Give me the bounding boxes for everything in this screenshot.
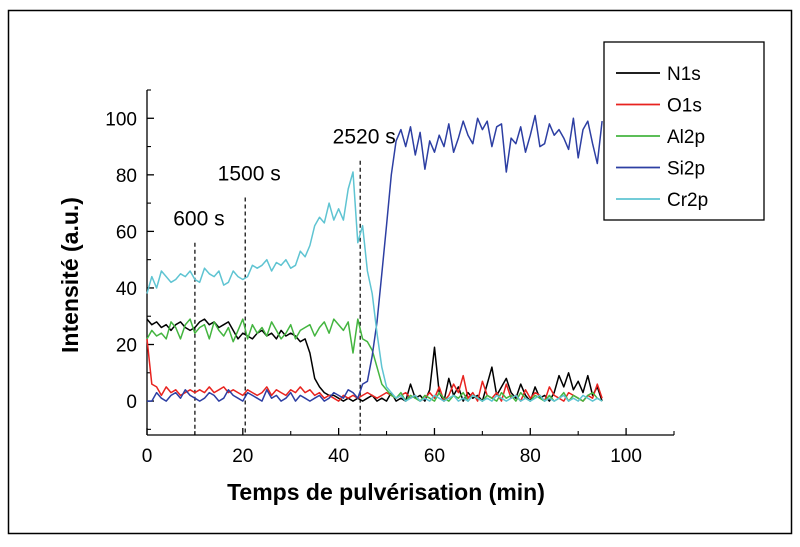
x-tick-label: 60	[424, 446, 445, 467]
legend-box	[603, 41, 765, 221]
x-axis-label: Temps de pulvérisation (min)	[227, 479, 545, 505]
legend-label-n1s: N1s	[667, 64, 701, 85]
x-tick-label: 40	[328, 446, 349, 467]
series-lines	[146, 114, 603, 402]
axes: 0 20 40 60 80 100 0 20 40 60 80 100	[105, 89, 675, 467]
y-axis-label: Intensité (a.u.)	[57, 197, 83, 353]
figure-border	[7, 9, 793, 535]
series-line-o1s	[146, 338, 603, 402]
annotation-label: 600 s	[173, 208, 224, 231]
y-tick-label: 20	[116, 336, 137, 357]
y-tick-label: 100	[105, 109, 137, 130]
y-tick-label: 0	[126, 392, 137, 413]
x-tick-label: 80	[520, 446, 541, 467]
x-tick-label: 20	[232, 446, 253, 467]
legend-label-o1s: O1s	[667, 96, 702, 117]
x-tick-label: 0	[142, 446, 153, 467]
x-tick-label: 100	[610, 446, 642, 467]
series-line-si2p	[147, 114, 603, 402]
axis-labels: Temps de pulvérisation (min) Intensité (…	[57, 197, 545, 505]
annotations: 600 s 1500 s 2520 s	[173, 126, 396, 435]
legend-label-si2p: Si2p	[667, 159, 705, 180]
y-tick-label: 80	[116, 166, 137, 187]
legend-label-al2p: Al2p	[667, 127, 705, 148]
annotation-label: 1500 s	[218, 162, 281, 185]
legend: N1s O1s Al2p Si2p Cr2p	[603, 41, 765, 221]
series-line-cr2p	[146, 171, 603, 402]
series-line-n1s	[146, 318, 603, 402]
y-tick-label: 40	[116, 279, 137, 300]
legend-label-cr2p: Cr2p	[667, 190, 708, 211]
y-tick-label: 60	[116, 222, 137, 243]
annotation-label: 2520 s	[333, 126, 396, 149]
